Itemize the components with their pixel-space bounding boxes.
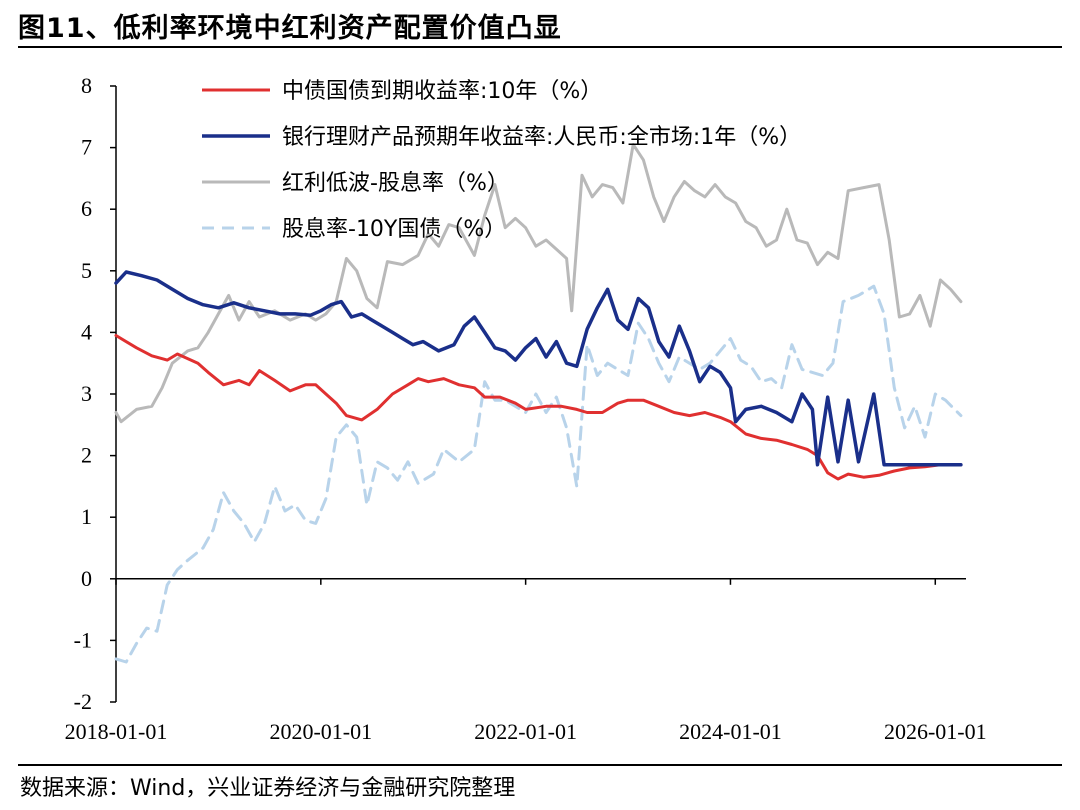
source-divider <box>18 764 1062 766</box>
chart-title: 图11、低利率环境中红利资产配置价值凸显 <box>18 13 562 44</box>
source-note: 数据来源：Wind，兴业证券经济与金融研究院整理 <box>20 776 516 801</box>
title-divider <box>18 46 1062 48</box>
y-tick-label: 6 <box>81 196 92 221</box>
y-tick-label: 5 <box>81 258 92 283</box>
legend-label-0: 中债国债到期收益率:10年（%） <box>282 79 602 104</box>
chart-legend: 中债国债到期收益率:10年（%） 银行理财产品预期年收益率:人民币:全市场:1年（… <box>202 79 801 242</box>
y-tick-label: 0 <box>81 566 92 591</box>
series-line-3 <box>114 284 963 664</box>
legend-label-3: 股息率-10Y国债（%） <box>282 217 506 242</box>
legend-label-2: 红利低波-股息率（%） <box>282 171 509 196</box>
y-tick-label: 2 <box>81 443 92 468</box>
x-tick-label: 2026-01-01 <box>884 719 987 744</box>
y-tick-label: -1 <box>74 627 92 652</box>
x-tick-label: 2024-01-01 <box>679 719 782 744</box>
y-tick-label: -2 <box>74 689 92 714</box>
y-tick-label: 1 <box>81 504 92 529</box>
y-tick-label: 4 <box>81 319 92 344</box>
y-tick-label: 7 <box>81 135 92 160</box>
series-line-1 <box>114 270 963 467</box>
line-chart: -2 -1 0 1 2 3 4 5 6 7 8 2018-01-01 2020-01-01 2022-01… <box>65 73 987 744</box>
x-tick-label: 2018-01-01 <box>65 719 168 744</box>
chart-series <box>114 143 963 664</box>
series-line-2 <box>114 143 963 424</box>
series-line-0 <box>114 334 963 481</box>
y-tick-label: 3 <box>81 381 92 406</box>
legend-label-1: 银行理财产品预期年收益率:人民币:全市场:1年（%） <box>282 125 801 150</box>
chart-axes: -2 -1 0 1 2 3 4 5 6 7 8 2018-01-01 2020-01-01 2022-01… <box>65 73 987 744</box>
x-tick-label: 2020-01-01 <box>269 719 372 744</box>
x-tick-label: 2022-01-01 <box>474 719 577 744</box>
y-tick-label: 8 <box>81 73 92 98</box>
